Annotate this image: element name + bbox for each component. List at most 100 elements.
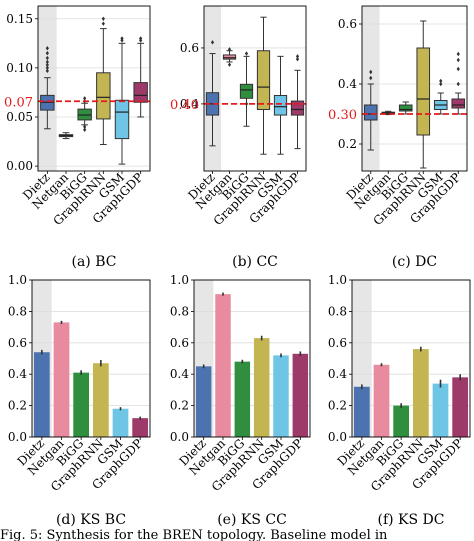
box-flier xyxy=(45,50,49,56)
axes-frame xyxy=(361,5,468,172)
box-flier xyxy=(369,75,373,81)
box-flier xyxy=(210,40,215,45)
box-netgan xyxy=(222,54,237,60)
chart-panel-2: 0.40.60.40DietzNetganBiGGGraphRNNGSMGrap… xyxy=(170,5,307,270)
axes-frame xyxy=(351,279,471,438)
bar-graphgdp xyxy=(452,377,469,437)
bar-netgan xyxy=(215,294,231,437)
y-tick-label: 0.8 xyxy=(170,304,189,318)
box-gsm xyxy=(114,99,130,140)
box-flier xyxy=(456,81,460,87)
axes-frame xyxy=(193,279,311,438)
box-flier xyxy=(456,51,460,57)
y-tick-label: 0.0 xyxy=(328,430,347,444)
reference-line-label: 0.07 xyxy=(4,95,33,110)
box-graphrnn xyxy=(256,50,271,110)
y-tick-label: 0.0 xyxy=(8,430,27,444)
box-flier xyxy=(83,96,87,101)
subfigure-caption: (d) KS BC xyxy=(56,512,126,528)
chart-panel-6: 0.00.20.40.60.81.0DietzNetganBiGGGraphRN… xyxy=(328,273,471,528)
bar-netgan xyxy=(373,364,390,437)
y-tick-label: 0.4 xyxy=(328,367,347,381)
box-flier xyxy=(83,127,87,132)
bar-gsm xyxy=(273,355,289,437)
box-flier xyxy=(439,78,443,84)
box-flier xyxy=(295,54,300,59)
box-flier xyxy=(45,59,49,65)
figure-caption: Fig. 5: Synthesis for the BREN topology.… xyxy=(0,528,388,541)
subfigure-caption: (b) CC xyxy=(232,254,278,270)
subfigure-caption: (c) DC xyxy=(392,254,437,270)
box-flier xyxy=(45,62,49,68)
axes-frame xyxy=(31,279,151,438)
bar-dietz xyxy=(33,352,50,437)
y-tick-label: 0.2 xyxy=(328,399,347,413)
box-bigg xyxy=(398,104,413,112)
box-flier xyxy=(83,124,87,130)
box-flier xyxy=(456,66,460,72)
box-graphgdp xyxy=(133,82,148,103)
y-tick-label: 0.8 xyxy=(8,304,27,318)
chart-panel-1: 0.000.050.100.150.07DietzNetganBiGGGraph… xyxy=(4,5,151,270)
reference-line-label: 0.40 xyxy=(170,98,199,113)
subfigure-caption: (e) KS CC xyxy=(217,512,287,528)
bar-bigg xyxy=(393,405,410,437)
y-tick-label: 0.2 xyxy=(338,137,357,151)
box-flier xyxy=(227,47,232,52)
box-gsm xyxy=(273,94,288,116)
bar-graphgdp xyxy=(292,353,309,437)
box-flier xyxy=(45,65,49,71)
chart-panel-5: 0.00.20.40.60.81.0DietzNetganBiGGGraphRN… xyxy=(170,273,311,528)
axes-frame xyxy=(37,5,151,172)
bar-netgan xyxy=(53,322,70,437)
box-dietz xyxy=(363,104,378,121)
bar-graphrnn xyxy=(253,338,270,437)
y-tick-label: 0.00 xyxy=(6,159,33,173)
subfigure-caption: (a) BC xyxy=(72,254,117,270)
y-tick-label: 1.0 xyxy=(8,273,27,287)
y-tick-label: 0.2 xyxy=(8,399,27,413)
box-flier xyxy=(244,51,249,56)
y-tick-label: 0.6 xyxy=(170,336,189,350)
bar-graphgdp xyxy=(132,418,149,437)
y-tick-label: 0.6 xyxy=(328,336,347,350)
bar-graphrnn xyxy=(412,349,429,437)
box-bigg xyxy=(239,83,254,99)
box-flier xyxy=(45,68,49,74)
box-flier xyxy=(45,55,49,61)
y-tick-label: 1.0 xyxy=(170,273,189,287)
box-flier xyxy=(295,56,300,62)
box-flier xyxy=(45,46,49,51)
box-flier xyxy=(244,101,249,107)
reference-line-label: 0.30 xyxy=(328,108,357,123)
y-tick-label: 1.0 xyxy=(328,273,347,287)
y-tick-label: 0.6 xyxy=(338,17,357,31)
chart-panel-3: 0.20.40.60.30DietzNetganBiGGGraphRNNGSMG… xyxy=(328,5,468,270)
subfigure-caption: (f) KS DC xyxy=(378,512,445,528)
box-flier xyxy=(120,36,124,41)
bar-gsm xyxy=(112,408,129,437)
bar-dietz xyxy=(195,366,212,437)
bar-graphrnn xyxy=(92,363,109,437)
chart-panel-4: 0.00.20.40.60.81.0DietzNetganBiGGGraphRN… xyxy=(8,273,151,528)
box-graphrnn xyxy=(96,72,111,120)
box-graphrnn xyxy=(416,47,431,136)
box-graphgdp xyxy=(451,98,466,109)
y-tick-label: 0.8 xyxy=(328,304,347,318)
y-tick-label: 0.10 xyxy=(6,61,33,75)
box-flier xyxy=(439,81,443,87)
y-tick-label: 0.4 xyxy=(180,97,199,111)
box-flier xyxy=(101,16,105,21)
bar-bigg xyxy=(73,372,90,437)
bar-bigg xyxy=(234,361,251,437)
box-flier xyxy=(101,21,105,26)
bar-dietz xyxy=(353,386,370,437)
y-tick-label: 0.2 xyxy=(170,399,189,413)
y-tick-label: 0.0 xyxy=(170,430,189,444)
box-flier xyxy=(227,62,232,67)
y-tick-label: 0.4 xyxy=(8,367,27,381)
y-tick-label: 0.05 xyxy=(6,110,33,124)
box-flier xyxy=(456,57,460,63)
axes-frame xyxy=(203,5,307,172)
